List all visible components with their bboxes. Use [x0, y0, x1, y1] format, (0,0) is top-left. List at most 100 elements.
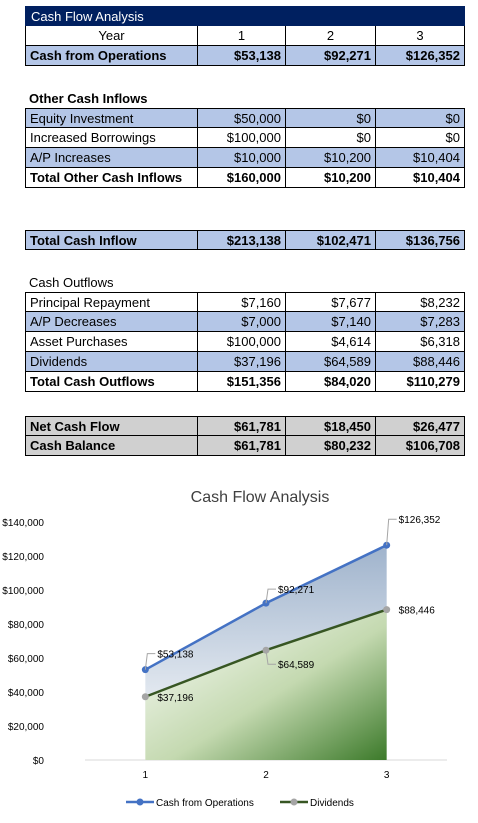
data-label-cash-from-operations: $53,138: [157, 650, 194, 661]
data-label-cash-from-operations: $92,271: [278, 585, 315, 596]
row-label: Net Cash Flow: [25, 417, 197, 436]
cell: $18,450: [285, 417, 375, 436]
total-other-inflows-row: Total Other Cash Inflows $160,000 $10,20…: [25, 168, 465, 188]
cell: $110,279: [375, 372, 465, 392]
cell: $53,138: [197, 46, 285, 66]
cell: $136,756: [375, 231, 465, 250]
cell: $61,781: [197, 436, 285, 456]
table-row: A/P Increases $10,000 $10,200 $10,404: [25, 148, 465, 168]
cell: $7,677: [285, 293, 375, 312]
row-label: Increased Borrowings: [25, 128, 197, 148]
cell: $10,000: [197, 148, 285, 168]
table-row: A/P Decreases $7,000 $7,140 $7,283: [25, 312, 465, 332]
cell: $37,196: [197, 352, 285, 372]
other-inflows-heading: Other Cash Inflows: [29, 90, 148, 106]
cell: $8,232: [375, 293, 465, 312]
cell: $10,200: [285, 148, 375, 168]
y-tick-label: $20,000: [8, 722, 45, 733]
cell: $10,404: [375, 148, 465, 168]
data-label-dividends: $88,446: [399, 606, 436, 617]
y-tick-label: $60,000: [8, 654, 45, 665]
point-dividends: [141, 693, 149, 701]
row-label: Asset Purchases: [25, 332, 197, 352]
chart-title: Cash Flow Analysis: [191, 489, 330, 506]
row-label: Total Cash Inflow: [25, 231, 197, 250]
row-label: Principal Repayment: [25, 293, 197, 312]
table-row: Asset Purchases $100,000 $4,614 $6,318: [25, 332, 465, 352]
cell: $61,781: [197, 417, 285, 436]
table-row: Dividends $37,196 $64,589 $88,446: [25, 352, 465, 372]
cell: $7,140: [285, 312, 375, 332]
year-label: Year: [25, 26, 197, 46]
y-tick-label: $120,000: [2, 552, 44, 563]
cell: $100,000: [197, 128, 285, 148]
cell: $106,708: [375, 436, 465, 456]
y-tick-label: $40,000: [8, 688, 45, 699]
year-2: 2: [285, 26, 375, 46]
data-label-cash-from-operations: $126,352: [399, 515, 441, 526]
plot-area: $0 $20,000 $40,000 $60,000 $80,000 $100,000 $1…: [2, 515, 447, 781]
leader-line: [265, 588, 276, 604]
point-dividends: [383, 606, 391, 614]
cell: $4,614: [285, 332, 375, 352]
legend-cash-from-operations-marker: [136, 798, 144, 806]
x-tick-label: 3: [384, 770, 390, 781]
net-cash-flow-row: Net Cash Flow $61,781 $18,450 $26,477: [25, 416, 465, 436]
leader-line: [386, 518, 397, 546]
chart-legend: Cash from Operations Dividends: [126, 798, 354, 809]
cell: $126,352: [375, 46, 465, 66]
cell: $26,477: [375, 417, 465, 436]
row-label: Cash from Operations: [25, 46, 197, 66]
x-tick-label: 2: [263, 770, 269, 781]
cell: $50,000: [197, 109, 285, 128]
ops-row: Cash from Operations $53,138 $92,271 $12…: [25, 46, 465, 66]
total-inflow-row: Total Cash Inflow $213,138 $102,471 $136…: [25, 230, 465, 250]
legend-dividends-marker: [290, 798, 298, 806]
total-outflows-row: Total Cash Outflows $151,356 $84,020 $11…: [25, 372, 465, 392]
cell: $80,232: [285, 436, 375, 456]
area-dividends: [145, 609, 387, 760]
y-tick-label: $100,000: [2, 586, 44, 597]
row-label: Equity Investment: [25, 109, 197, 128]
cell: $100,000: [197, 332, 285, 352]
cell: $10,200: [285, 168, 375, 188]
cell: $88,446: [375, 352, 465, 372]
outflows-heading: Cash Outflows: [29, 274, 114, 290]
cell: $92,271: [285, 46, 375, 66]
cell: $7,283: [375, 312, 465, 332]
table-row: Increased Borrowings $100,000 $0 $0: [25, 128, 465, 148]
cell: $64,589: [285, 352, 375, 372]
cell: $84,020: [285, 372, 375, 392]
cell: $213,138: [197, 231, 285, 250]
cell: $151,356: [197, 372, 285, 392]
x-tick-label: 1: [143, 770, 149, 781]
year-1: 1: [197, 26, 285, 46]
row-label: Total Other Cash Inflows: [25, 168, 197, 188]
leader-line: [144, 653, 156, 670]
year-3: 3: [375, 26, 465, 46]
cell: $0: [375, 128, 465, 148]
row-label: Dividends: [25, 352, 197, 372]
row-label: Cash Balance: [25, 436, 197, 456]
cell: $102,471: [285, 231, 375, 250]
cash-balance-row: Cash Balance $61,781 $80,232 $106,708: [25, 436, 465, 456]
cell: $6,318: [375, 332, 465, 352]
y-tick-label: $0: [33, 756, 45, 767]
year-header-row: Year 1 2 3: [25, 26, 465, 46]
leader-line: [265, 650, 276, 665]
cell: $7,160: [197, 293, 285, 312]
cell: $0: [285, 128, 375, 148]
data-label-dividends: $64,589: [278, 660, 315, 671]
row-label: A/P Decreases: [25, 312, 197, 332]
y-tick-label: $80,000: [8, 620, 45, 631]
table-row: Equity Investment $50,000 $0 $0: [25, 108, 465, 128]
cash-flow-chart: Cash Flow Analysis $0 $20,000 $40,000 $60,0…: [2, 489, 447, 809]
sheet-title: Cash Flow Analysis: [25, 6, 465, 26]
cell: $7,000: [197, 312, 285, 332]
legend-cash-from-operations-label: Cash from Operations: [156, 798, 254, 809]
y-tick-label: $140,000: [2, 518, 44, 529]
cell: $0: [285, 109, 375, 128]
data-label-dividends: $37,196: [157, 693, 194, 704]
legend-dividends-label: Dividends: [310, 798, 354, 809]
cell: $10,404: [375, 168, 465, 188]
